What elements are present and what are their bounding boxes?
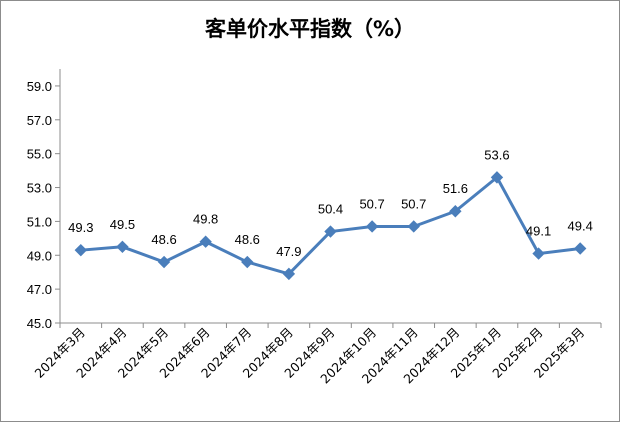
- y-tick-label: 53.0: [27, 181, 52, 196]
- data-label: 50.4: [318, 202, 343, 217]
- axes: [59, 69, 601, 324]
- data-label: 47.9: [276, 244, 301, 259]
- y-tick-label: 55.0: [27, 147, 52, 162]
- data-point: [407, 220, 420, 233]
- y-axis-ticks: 45.0 47.0 49.0 51.0 53.0 55.0 57.0 59.0: [27, 79, 60, 331]
- y-tick-label: 57.0: [27, 113, 52, 128]
- data-label: 50.7: [359, 196, 384, 211]
- data-label: 49.5: [110, 217, 135, 232]
- data-label: 51.6: [443, 181, 468, 196]
- data-labels: 49.3 49.5 48.6 49.8 48.6 47.9 50.4 50.7 50.7 51.6…: [68, 147, 593, 259]
- y-tick-label: 51.0: [27, 214, 52, 229]
- y-tick-label: 49.0: [27, 248, 52, 263]
- data-point: [116, 240, 129, 254]
- data-label: 50.7: [401, 196, 426, 211]
- data-label: 49.8: [193, 212, 218, 227]
- data-point: [199, 235, 212, 248]
- data-point: [282, 267, 296, 281]
- data-point: [365, 220, 379, 233]
- y-tick-label: 47.0: [27, 282, 52, 297]
- data-point: [449, 205, 462, 218]
- data-point: [157, 255, 171, 269]
- data-point: [241, 255, 254, 269]
- data-label: 49.1: [526, 224, 551, 239]
- y-tick-label: 59.0: [27, 79, 52, 94]
- y-tick-label: 45.0: [27, 316, 52, 331]
- data-point: [490, 171, 504, 184]
- data-label: 48.6: [151, 232, 176, 247]
- data-label: 48.6: [235, 232, 260, 247]
- data-point: [324, 225, 337, 238]
- series: [74, 171, 587, 281]
- data-point: [573, 242, 587, 255]
- data-label: 53.6: [484, 147, 509, 162]
- chart-title: 客单价水平指数（%）: [204, 17, 416, 41]
- x-axis-ticks: 2024年3月2024年4月2024年5月2024年6月2024年7月2024年…: [32, 323, 602, 387]
- data-label: 49.3: [68, 220, 93, 235]
- data-point: [74, 243, 88, 257]
- data-point: [532, 247, 545, 260]
- data-label: 49.4: [568, 218, 593, 233]
